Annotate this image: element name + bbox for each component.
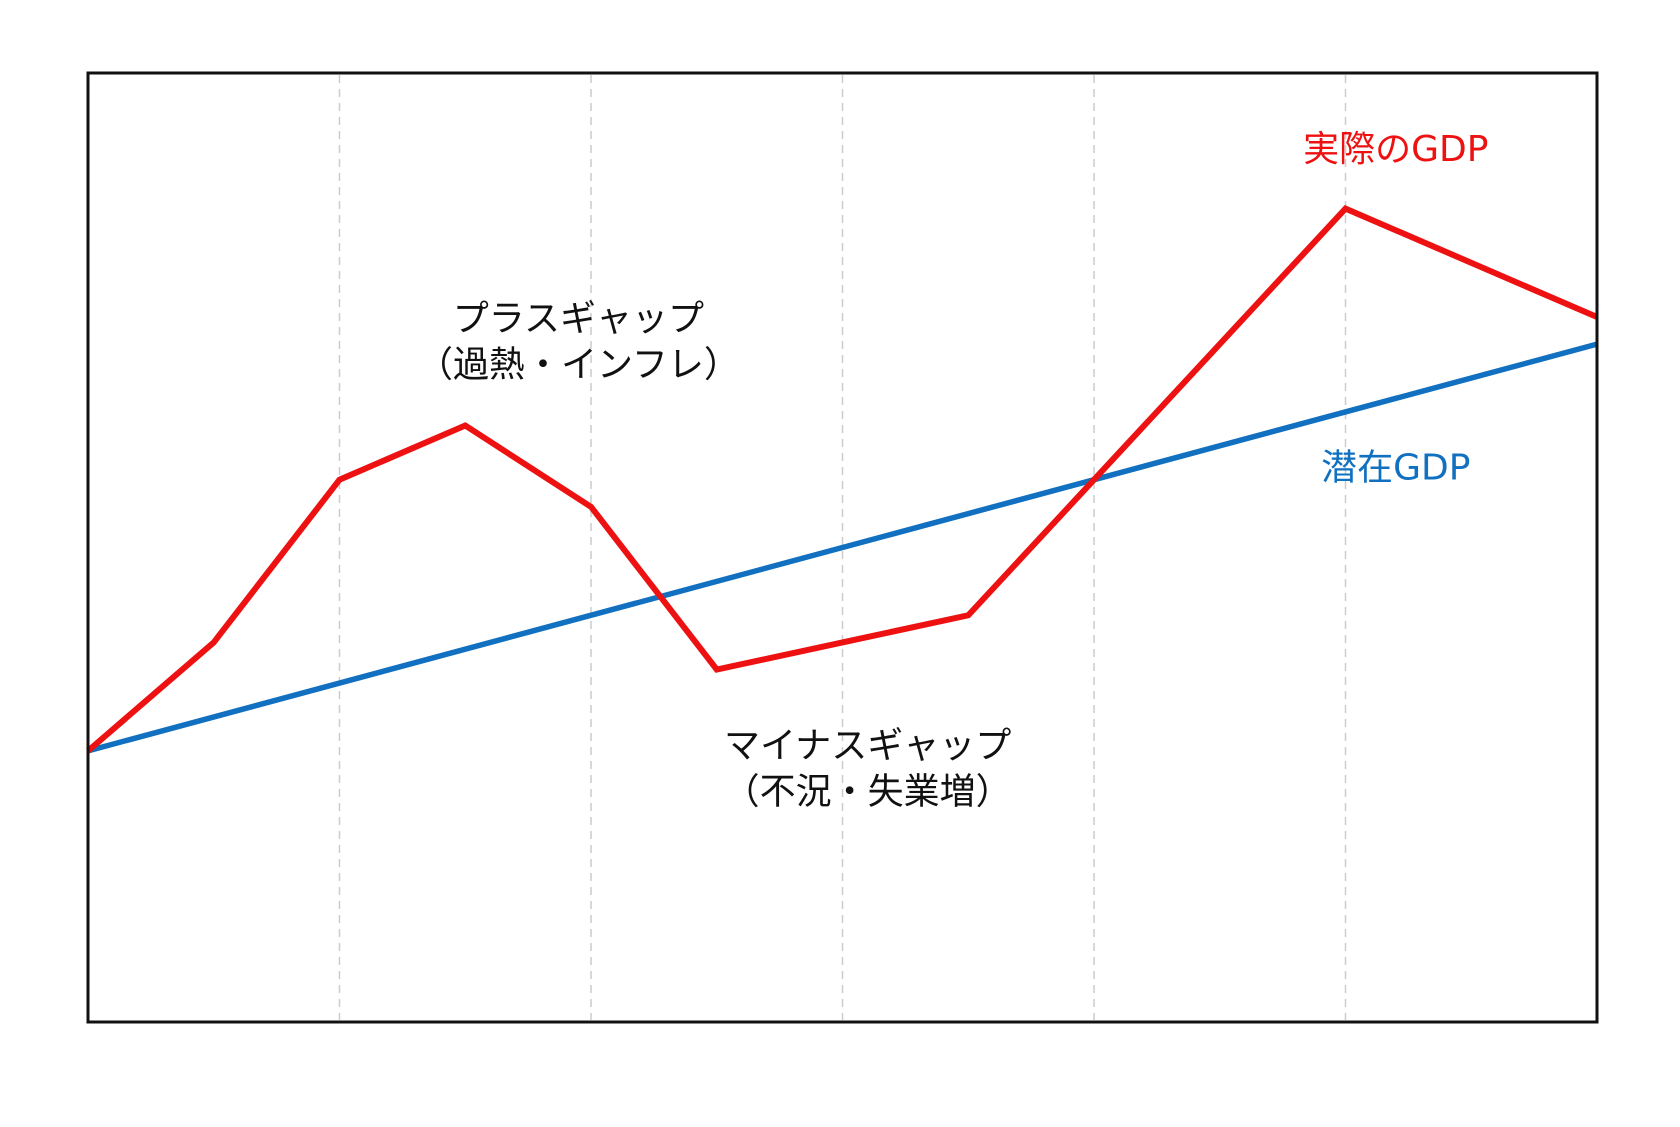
series-label-actual: 実際のGDP [1303, 129, 1488, 170]
vertical-gridlines [338, 75, 1347, 1020]
annotation-minus-gap: マイナスギャップ （不況・失業増） [724, 726, 1012, 813]
series-line-potential [87, 341, 1598, 754]
annotation-minus-gap-line-1: マイナスギャップ [724, 726, 1011, 767]
series-lines [86, 204, 1599, 754]
annotation-plus-gap: プラスギャップ （過熱・インフレ） [417, 299, 740, 386]
annotation-plus-gap-line-1: プラスギャップ [453, 299, 704, 340]
annotation-minus-gap-line-2: （不況・失業増） [724, 772, 1012, 813]
series-line-actual [86, 204, 1599, 754]
series-labels: 実際のGDP 潜在GDP [1303, 129, 1488, 489]
series-label-potential: 潜在GDP [1321, 448, 1470, 489]
annotations: プラスギャップ （過熱・インフレ） マイナスギャップ （不況・失業増） [417, 299, 1012, 813]
annotation-plus-gap-line-2: （過熱・インフレ） [417, 345, 740, 386]
plot-frame [86, 71, 1599, 1024]
